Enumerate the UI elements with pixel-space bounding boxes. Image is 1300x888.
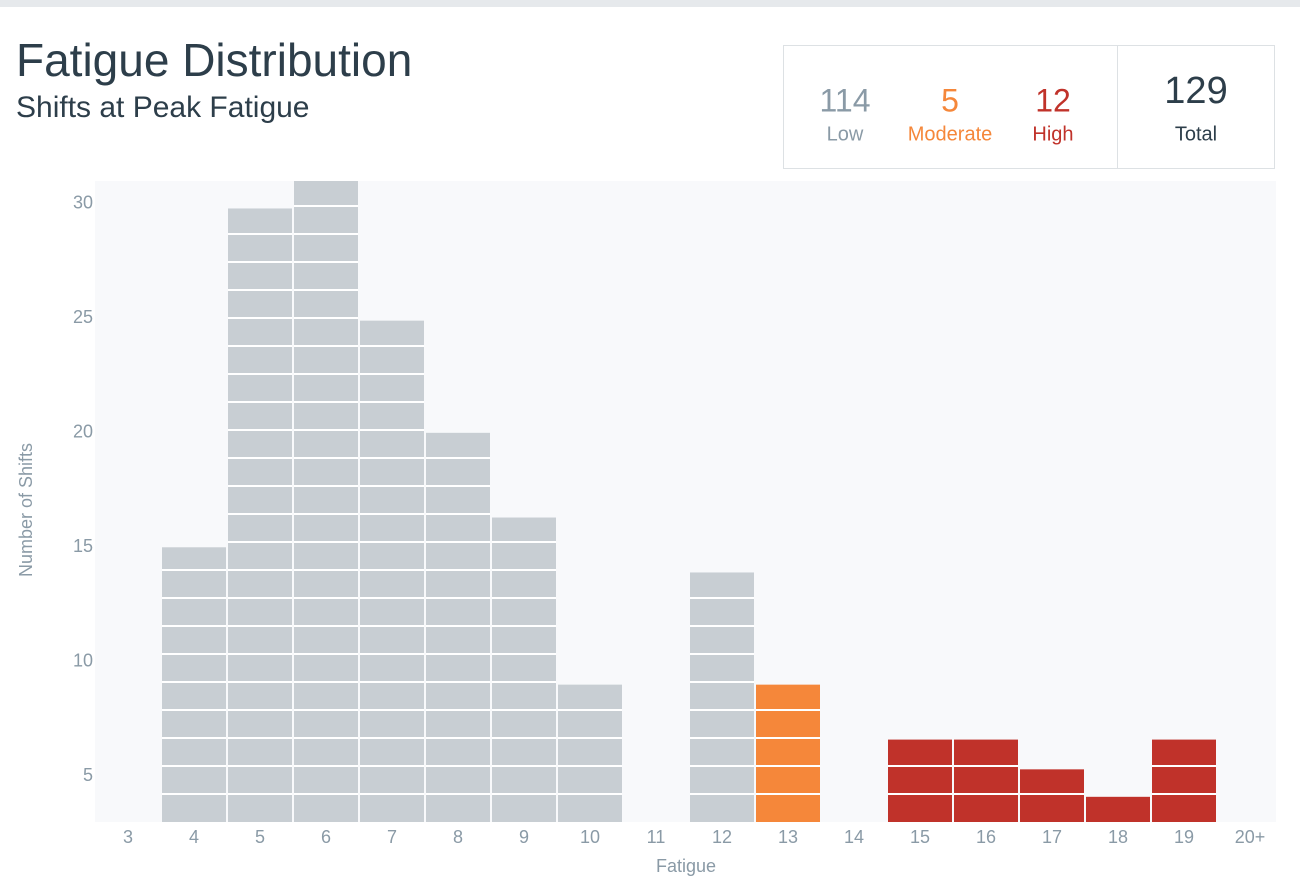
- x-tick-label: 17: [1042, 827, 1062, 847]
- x-tick-label: 6: [321, 827, 331, 847]
- summary-value: 12: [1035, 82, 1071, 118]
- summary-label: Moderate: [908, 123, 993, 145]
- summary-box: [783, 45, 1275, 169]
- bar: [294, 181, 358, 822]
- bars: [162, 181, 1216, 822]
- y-axis-label: Number of Shifts: [16, 443, 36, 577]
- x-tick-label: 4: [189, 827, 199, 847]
- bar: [756, 684, 820, 822]
- total-label: Total: [1175, 123, 1217, 145]
- bar: [1020, 769, 1084, 822]
- x-tick-label: 19: [1174, 827, 1194, 847]
- bar: [360, 320, 424, 822]
- bar: [954, 739, 1018, 822]
- x-tick-label: 14: [844, 827, 864, 847]
- bar: [1086, 796, 1150, 822]
- total-value: 129: [1164, 70, 1227, 112]
- summary-label: High: [1032, 123, 1073, 145]
- y-tick-label: 25: [73, 307, 93, 327]
- x-tick-label: 15: [910, 827, 930, 847]
- bar: [690, 572, 754, 822]
- chart-subtitle: Shifts at Peak Fatigue: [16, 91, 310, 124]
- y-tick-label: 15: [73, 536, 93, 556]
- y-tick-label: 20: [73, 422, 93, 442]
- x-tick-label: 7: [387, 827, 397, 847]
- x-tick-label: 16: [976, 827, 996, 847]
- summary-value: 114: [819, 82, 870, 118]
- x-tick-label: 5: [255, 827, 265, 847]
- y-tick-label: 30: [73, 193, 93, 213]
- x-tick-label: 3: [123, 827, 133, 847]
- bar: [426, 432, 490, 822]
- x-tick-label: 18: [1108, 827, 1128, 847]
- x-tick-label: 11: [647, 827, 666, 847]
- top-bar: [0, 0, 1300, 7]
- x-tick-label: 20+: [1235, 827, 1266, 847]
- x-tick-label: 9: [519, 827, 529, 847]
- summary-value: 5: [941, 82, 959, 118]
- x-tick-label: 10: [580, 827, 600, 847]
- bar: [558, 684, 622, 822]
- bar: [162, 547, 226, 822]
- chart-title: Fatigue Distribution: [16, 34, 412, 86]
- x-tick-label: 8: [453, 827, 463, 847]
- bar: [1152, 739, 1216, 822]
- x-tick-label: 13: [778, 827, 798, 847]
- y-tick-label: 5: [83, 765, 93, 785]
- y-tick-label: 10: [73, 651, 93, 671]
- summary-label: Low: [827, 123, 864, 145]
- bar: [228, 208, 292, 822]
- x-tick-label: 12: [712, 827, 732, 847]
- x-axis-label: Fatigue: [656, 856, 716, 876]
- bar: [492, 517, 556, 822]
- bar: [888, 739, 952, 822]
